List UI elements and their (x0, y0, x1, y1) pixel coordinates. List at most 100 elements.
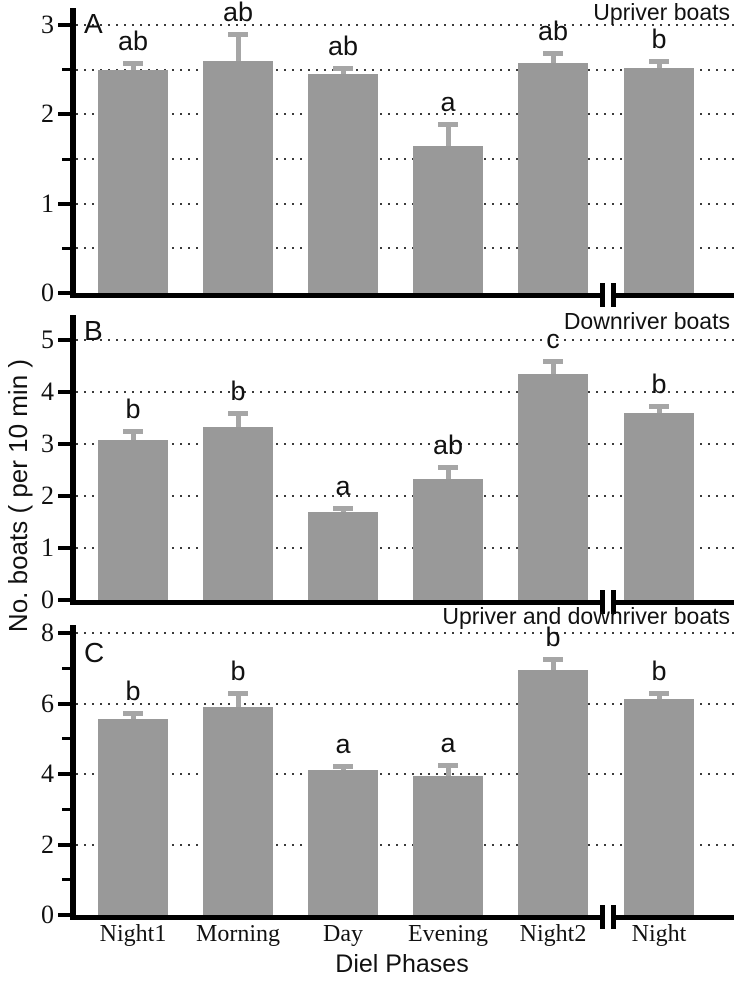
bar (518, 373, 588, 603)
y-minor-tick (62, 666, 70, 670)
bar (308, 769, 378, 918)
significance-letter: a (335, 729, 351, 760)
y-tick-label: 5 (41, 325, 54, 354)
panel-title: Downriver boats (563, 308, 730, 334)
error-bar-cap (649, 691, 669, 697)
error-bar-cap (123, 711, 143, 717)
axis-break-bar (611, 283, 616, 307)
bar (98, 718, 168, 918)
y-axis-line (70, 625, 76, 920)
y-minor-tick (62, 246, 70, 250)
y-major-tick (58, 631, 70, 635)
error-bar-cap (228, 32, 248, 38)
x-axis-line (616, 600, 734, 605)
y-tick-label: 0 (41, 900, 54, 929)
gridline (76, 113, 734, 116)
panel-letter: A (84, 8, 103, 39)
y-tick-label: 4 (41, 759, 54, 788)
axis-break-bar (611, 590, 616, 614)
y-major-tick (58, 291, 70, 295)
y-major-tick (58, 390, 70, 394)
error-bar-stem (236, 691, 241, 708)
gridline (76, 702, 734, 705)
error-bar-cap (438, 763, 458, 769)
y-major-tick (58, 842, 70, 847)
y-major-tick (58, 913, 70, 917)
y-minor-tick (62, 878, 70, 882)
y-tick-label: 6 (41, 688, 54, 718)
error-bar-cap (228, 691, 248, 697)
y-tick-label: 3 (41, 10, 54, 40)
x-axis-line (616, 293, 734, 298)
gridline (76, 24, 734, 27)
y-tick-label: 1 (41, 533, 54, 562)
y-major-tick (58, 338, 70, 342)
bar (624, 67, 694, 296)
y-minor-tick (62, 157, 70, 161)
error-bar-cap (543, 50, 563, 56)
bar (203, 60, 273, 296)
error-bar-cap (649, 403, 669, 409)
y-tick-label: 0 (41, 278, 54, 307)
error-bar-cap (333, 764, 353, 770)
error-bar-cap (649, 59, 669, 65)
error-bar-stem (236, 32, 241, 61)
y-major-tick (58, 23, 70, 28)
x-tick-label: Night2 (519, 921, 587, 947)
axis-break-bar (600, 590, 605, 614)
bar (98, 439, 168, 603)
error-bar-cap (333, 505, 353, 511)
axis-break-bar (611, 905, 616, 929)
significance-letter: b (545, 621, 561, 652)
y-minor-tick (62, 807, 70, 811)
bar (308, 74, 378, 296)
error-bar-cap (333, 66, 353, 72)
error-bar-cap (123, 428, 143, 434)
error-bar-stem (551, 359, 556, 374)
error-bar-cap (438, 465, 458, 471)
significance-letter: b (230, 656, 246, 687)
y-axis-line (70, 315, 76, 605)
bar (203, 707, 273, 918)
y-tick-label: 1 (41, 188, 54, 218)
error-bar-stem (551, 656, 556, 670)
y-tick-label: 2 (41, 481, 54, 510)
error-bar-cap (543, 359, 563, 365)
y-tick-label: 3 (41, 429, 54, 458)
bar (518, 63, 588, 296)
x-axis-line (70, 600, 600, 605)
gridline (76, 158, 734, 161)
y-minor-tick (62, 68, 70, 72)
y-tick-label: 2 (41, 829, 54, 859)
axis-break-bar (600, 283, 605, 307)
significance-letter: ab (117, 25, 149, 56)
y-major-tick (58, 494, 70, 498)
x-axis-line (616, 915, 734, 920)
bar (98, 69, 168, 296)
bar (413, 145, 483, 296)
significance-letter: a (440, 728, 456, 759)
error-bar-cap (123, 60, 143, 66)
error-bar-stem (236, 411, 241, 427)
gridline (76, 843, 734, 846)
bar (413, 479, 483, 603)
x-tick-label: Morning (196, 921, 280, 947)
y-major-tick (58, 598, 70, 602)
gridline (76, 443, 734, 445)
significance-letter: ab (222, 0, 254, 28)
bar (624, 699, 694, 918)
axis-break-bar (600, 905, 605, 929)
x-tick-label: Day (323, 921, 363, 947)
bar (624, 412, 694, 603)
x-axis-line (70, 915, 600, 920)
y-major-tick (58, 772, 70, 776)
error-bar-stem (446, 121, 451, 146)
panel-title: Upriver boats (593, 0, 730, 25)
gridline (76, 339, 734, 341)
x-axis-line (70, 293, 600, 298)
bar (413, 775, 483, 918)
y-major-tick (58, 701, 70, 706)
y-tick-label: 2 (41, 99, 54, 129)
